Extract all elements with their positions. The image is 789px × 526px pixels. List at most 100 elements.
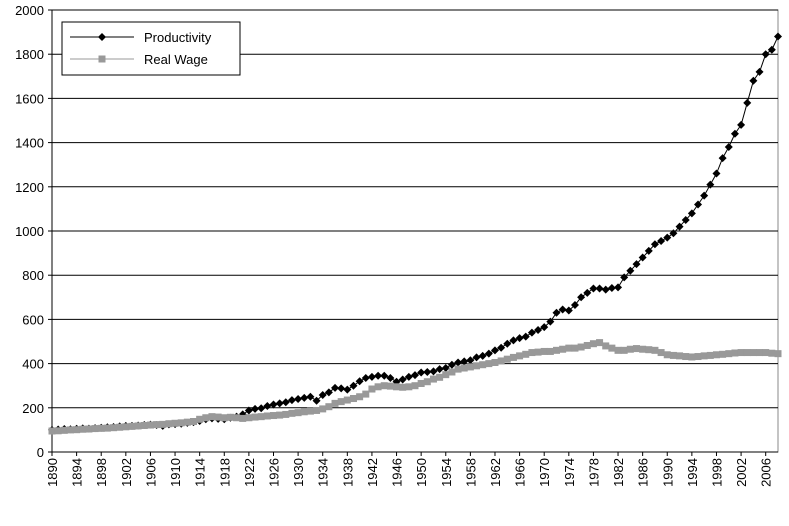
- x-tick-label: 1974: [562, 458, 577, 487]
- point: [663, 351, 671, 359]
- point: [687, 209, 696, 218]
- point: [368, 385, 376, 393]
- point: [116, 423, 124, 431]
- x-tick-label: 1998: [709, 458, 724, 487]
- point: [319, 405, 327, 413]
- point: [725, 350, 733, 358]
- point: [516, 352, 524, 360]
- point: [220, 414, 228, 422]
- point: [294, 409, 302, 417]
- point: [676, 352, 684, 360]
- point: [712, 169, 721, 178]
- point: [626, 345, 634, 353]
- point: [54, 427, 62, 435]
- point: [577, 343, 585, 351]
- point: [540, 323, 549, 332]
- point: [565, 344, 573, 352]
- point: [288, 409, 296, 417]
- x-tick-label: 1958: [463, 458, 478, 487]
- legend-label: Real Wage: [144, 52, 208, 67]
- point: [300, 408, 308, 416]
- point: [429, 375, 437, 383]
- point: [497, 357, 505, 365]
- point: [712, 351, 720, 359]
- point: [362, 390, 370, 398]
- point: [318, 390, 327, 399]
- point: [404, 372, 413, 381]
- point: [281, 398, 290, 407]
- point: [313, 406, 321, 414]
- point: [324, 388, 333, 397]
- point: [374, 371, 383, 380]
- point: [411, 382, 419, 390]
- point: [356, 393, 364, 401]
- y-tick-label: 800: [22, 268, 44, 283]
- point: [349, 395, 357, 403]
- x-tick-label: 1934: [316, 458, 331, 487]
- point: [589, 340, 597, 348]
- point: [540, 347, 548, 355]
- y-tick-label: 1600: [15, 91, 44, 106]
- point: [423, 378, 431, 386]
- point: [429, 367, 438, 376]
- point: [527, 328, 536, 337]
- point: [607, 284, 616, 293]
- point: [755, 67, 764, 76]
- point: [669, 351, 677, 359]
- point: [441, 364, 450, 373]
- point: [730, 129, 739, 138]
- y-tick-label: 600: [22, 312, 44, 327]
- y-tick-label: 2000: [15, 3, 44, 18]
- point: [386, 382, 394, 390]
- point: [202, 414, 210, 422]
- point: [312, 396, 321, 405]
- point: [349, 381, 358, 390]
- point: [663, 233, 672, 242]
- legend-box: [61, 21, 241, 76]
- point: [682, 353, 690, 361]
- point: [657, 236, 666, 245]
- point: [774, 32, 782, 41]
- point: [417, 368, 426, 377]
- point: [287, 396, 296, 405]
- x-tick-label: 1966: [513, 458, 528, 487]
- point: [153, 421, 161, 429]
- legend-marker: [98, 33, 106, 41]
- point: [398, 375, 407, 384]
- point: [134, 422, 142, 430]
- point: [749, 76, 758, 85]
- point: [208, 413, 216, 421]
- point: [282, 410, 290, 418]
- point: [657, 349, 665, 357]
- point: [534, 326, 543, 335]
- point: [66, 426, 74, 434]
- point: [73, 426, 81, 434]
- point: [546, 347, 554, 355]
- point: [374, 383, 382, 391]
- x-tick-label: 1926: [266, 458, 281, 487]
- point: [79, 425, 87, 433]
- x-tick-label: 1918: [217, 458, 232, 487]
- point: [571, 344, 579, 352]
- point: [233, 414, 241, 422]
- point: [306, 407, 314, 415]
- point: [522, 350, 530, 358]
- point: [343, 396, 351, 404]
- point: [454, 358, 463, 367]
- point: [171, 419, 179, 427]
- point: [509, 353, 517, 361]
- point: [491, 358, 499, 366]
- point: [596, 339, 604, 347]
- point: [570, 301, 579, 310]
- point: [245, 414, 253, 422]
- point: [97, 424, 105, 432]
- point: [553, 346, 561, 354]
- point: [762, 349, 770, 357]
- point: [447, 360, 456, 369]
- point: [244, 406, 253, 415]
- point: [503, 339, 512, 348]
- point: [454, 365, 462, 373]
- point: [528, 349, 536, 357]
- x-tick-label: 1938: [340, 458, 355, 487]
